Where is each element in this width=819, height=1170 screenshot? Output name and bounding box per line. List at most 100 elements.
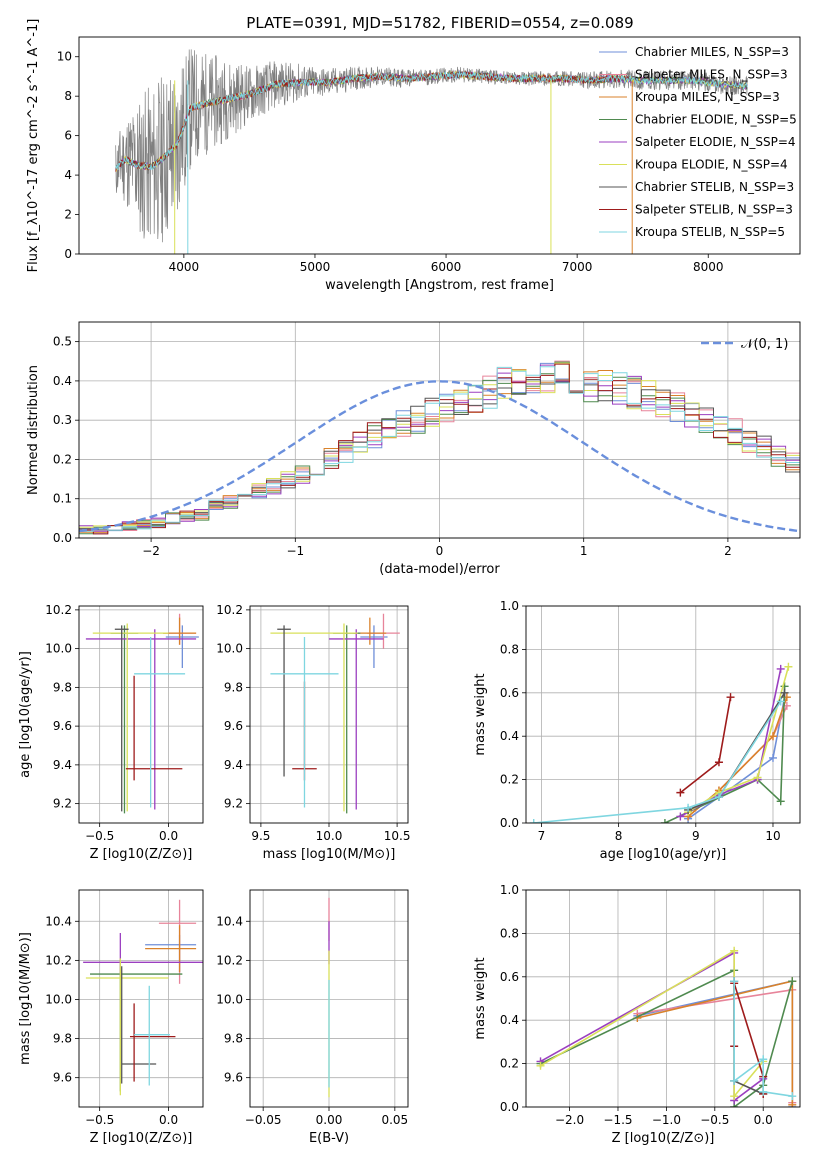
axes-frame (525, 889, 801, 1108)
y-tick-label: 9.8 (53, 1032, 72, 1046)
normal-curve (79, 380, 798, 533)
series-marker (768, 732, 777, 741)
axes-frame (525, 605, 801, 824)
panel-massweight_vs_Z: −2.0 −1.5 −1.0 −0.5 0.0 0.0 0.2 0.4 0.6 0.8 1.0 Z [… (473, 883, 801, 1146)
panel-age_vs_mass: 9.5 10.0 10.5 9.2 9.4 9.6 9.8 10.0 10.2 mass [log… (216, 603, 410, 862)
x-tick-label: 8000 (693, 260, 724, 274)
plot-area (270, 613, 400, 814)
y-tick-label: 9.8 (224, 1032, 243, 1046)
y-tick-label: 10.0 (45, 642, 72, 656)
y-tick-label: 9.6 (53, 719, 72, 733)
panel-massweight_vs_age: 7 8 9 10 0.0 0.2 0.4 0.6 0.8 1.0 age [log10(age/yr… (473, 599, 801, 862)
y-axis-label: mass weight (473, 673, 488, 755)
series-line (679, 696, 732, 794)
series-line (687, 696, 786, 820)
y-tick-label: 9.4 (224, 758, 243, 772)
model-spectrum-line (115, 71, 748, 171)
series-marker (759, 1087, 768, 1096)
series-marker (684, 803, 693, 812)
x-axis-label: Z [log10(Z/Z⊙)] (90, 1131, 193, 1146)
errorbar-point (145, 925, 197, 973)
plot-area (115, 49, 748, 254)
series-marker (536, 1061, 545, 1070)
series-marker (768, 753, 777, 762)
panel-mass_vs_Z: −0.5 0.0 9.6 9.8 10.0 10.2 10.4 Z [log10(Z/Z⊙)]… (18, 889, 204, 1146)
legend-label: Salpeter ELODIE, N_SSP=4 (635, 135, 796, 149)
x-tick-label: 9 (692, 829, 700, 843)
series-line (664, 686, 786, 823)
histogram-step-line (79, 363, 800, 535)
y-tick-label: 8 (64, 89, 72, 103)
x-tick-label: 4000 (169, 260, 200, 274)
series-marker (788, 1092, 797, 1101)
series-marker (730, 977, 739, 986)
plot-area (536, 946, 797, 1107)
y-tick-label: 10.0 (216, 642, 243, 656)
axes-frame (249, 605, 409, 824)
y-tick-label: 6 (64, 129, 72, 143)
y-tick-label: 9.4 (53, 758, 72, 772)
errorbar-point (125, 675, 183, 781)
y-axis-label: Flux [f_λ10^-17 erg cm^-2 s^-1 A^-1] (26, 19, 41, 273)
data-spectrum-line (115, 49, 748, 243)
axes-frame (78, 36, 801, 255)
y-tick-label: 9.6 (53, 1071, 72, 1085)
x-tick-label: 0 (436, 544, 444, 558)
legend-label: Chabrier MILES, N_SSP=3 (635, 45, 789, 59)
histogram-step-line (79, 366, 800, 532)
y-tick-label: 10.2 (216, 953, 243, 967)
legend-label: Chabrier STELIB, N_SSP=3 (635, 180, 794, 194)
series-marker (730, 1076, 739, 1085)
axes-frame (78, 605, 204, 824)
x-axis-label: age [log10(age/yr)] (600, 847, 727, 862)
series-marker (660, 819, 669, 823)
y-tick-label: 10.2 (45, 603, 72, 617)
x-tick-label: 0.0 (159, 1113, 178, 1127)
model-spectrum-line (115, 70, 630, 172)
y-tick-label: 0.6 (500, 686, 519, 700)
y-tick-label: 0.3 (53, 413, 72, 427)
x-tick-label: −2 (142, 544, 160, 558)
errorbar-point (129, 1003, 176, 1082)
errorbar-point (145, 934, 197, 973)
series-marker (529, 819, 538, 823)
legend-label: Chabrier ELODIE, N_SSP=5 (635, 113, 797, 127)
x-tick-label: −1.0 (652, 1113, 681, 1127)
x-tick-label: −0.5 (85, 1113, 114, 1127)
x-tick-label: 2 (724, 544, 732, 558)
y-tick-label: 2 (64, 208, 72, 222)
legend: Chabrier MILES, N_SSP=3 Salpeter MILES, N… (599, 45, 797, 239)
y-tick-label: 0.0 (500, 816, 519, 830)
plot-area (79, 360, 800, 535)
x-tick-label: −1 (286, 544, 304, 558)
plot-area (85, 613, 199, 814)
x-tick-label: 0.0 (159, 829, 178, 843)
y-tick-label: 0.2 (500, 773, 519, 787)
x-axis-label: wavelength [Angstrom, rest frame] (325, 278, 554, 293)
x-tick-label: 8 (615, 829, 623, 843)
x-tick-label: 10 (765, 829, 780, 843)
y-tick-label: 0.5 (53, 335, 72, 349)
y-axis-label: mass [log10(M/M⊙)] (18, 932, 33, 1065)
y-tick-label: 0.1 (53, 492, 72, 506)
legend-label: 𝒩(0, 1) (741, 337, 788, 352)
errorbar-point (163, 617, 197, 645)
x-tick-label: 0.0 (754, 1113, 773, 1127)
x-axis-label: Z [log10(Z/Z⊙)] (90, 847, 193, 862)
errorbar-point (270, 637, 339, 808)
series-marker (676, 812, 685, 821)
x-tick-label: 6000 (431, 260, 462, 274)
y-tick-label: 0.0 (500, 1100, 519, 1114)
x-tick-label: −0.5 (700, 1113, 729, 1127)
errorbar-point (85, 629, 197, 810)
x-axis-label: (data-model)/error (379, 562, 500, 577)
y-tick-label: 0 (64, 247, 72, 261)
x-tick-label: −1.5 (603, 1113, 632, 1127)
y-tick-label: 10.4 (216, 914, 243, 928)
y-tick-label: 1.0 (500, 883, 519, 897)
x-tick-label: 5000 (300, 260, 331, 274)
series-marker (726, 693, 735, 702)
y-tick-label: 9.8 (224, 680, 243, 694)
